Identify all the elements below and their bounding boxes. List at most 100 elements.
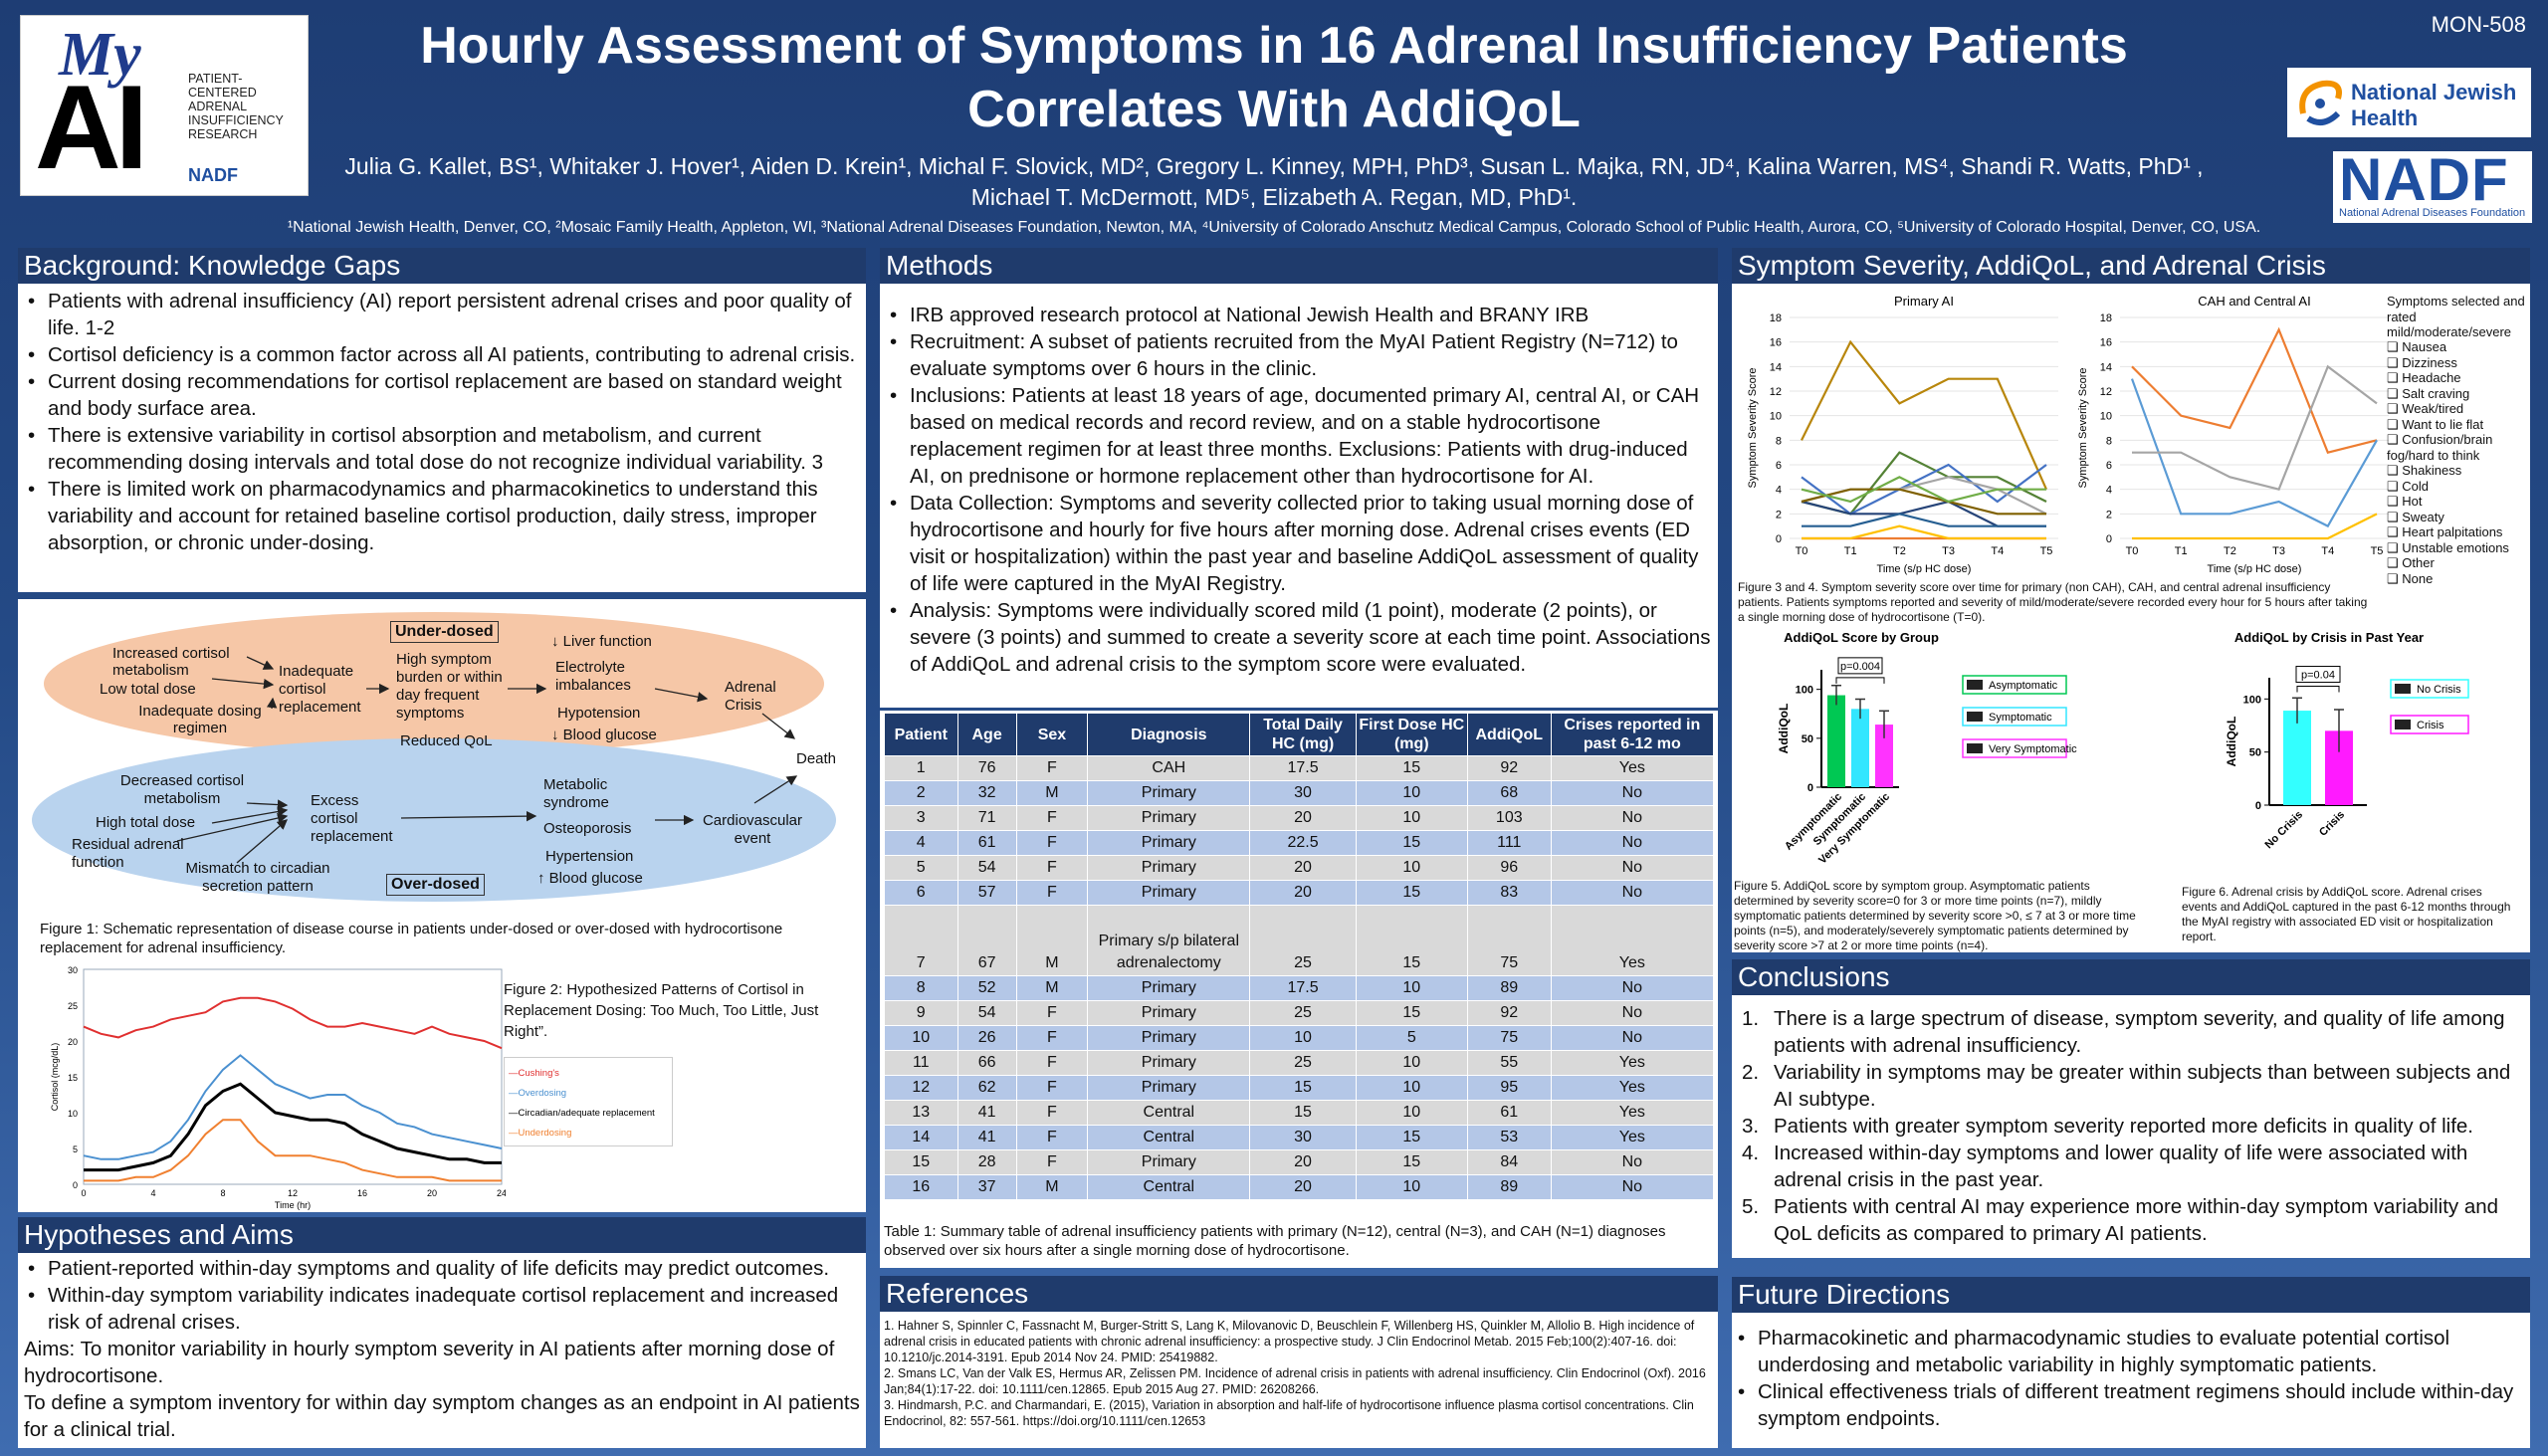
table-cell: 26 bbox=[956, 1025, 1017, 1051]
table-cell: 54 bbox=[956, 1000, 1017, 1026]
series-line bbox=[1801, 463, 2047, 516]
figures-panel: Under-dosed Over-dosed Increased cortiso… bbox=[18, 599, 866, 1212]
under-outcome-hypotension: Hypotension bbox=[557, 705, 641, 722]
y-tick-label: 18 bbox=[1770, 312, 1782, 324]
myai-logo-text-line: RESEARCH bbox=[188, 127, 258, 141]
y-tick-label: 14 bbox=[2100, 361, 2112, 373]
table-cell: 25 bbox=[1249, 1050, 1357, 1076]
table-cell: Yes bbox=[1550, 1125, 1715, 1150]
table-row: 5 54 F Primary 20 10 96 No bbox=[884, 855, 1715, 881]
table-header-cell: AddiQoL bbox=[1466, 713, 1552, 756]
table-cell: 7 bbox=[884, 905, 958, 976]
table-cell: Primary bbox=[1087, 1149, 1251, 1175]
future-bullet: Clinical effectiveness trials of differe… bbox=[1734, 1378, 2524, 1432]
njh-logo-line1: National Jewish bbox=[2351, 80, 2517, 104]
y-tick-label: 5 bbox=[73, 1144, 78, 1154]
y-tick-label: 0 bbox=[1807, 782, 1813, 794]
series-line bbox=[1801, 339, 2048, 491]
x-axis-label: Time (s/p HC dose) bbox=[1877, 563, 1972, 575]
cortisol-curve bbox=[84, 1082, 502, 1172]
x-tick-label: T3 bbox=[2272, 545, 2285, 557]
table-cell: No bbox=[1550, 880, 1715, 906]
x-tick-label: T2 bbox=[1893, 545, 1906, 557]
table-cell: 10 bbox=[1355, 780, 1468, 806]
table1-caption: Table 1: Summary table of adrenal insuff… bbox=[884, 1223, 1666, 1259]
table-cell: Primary s/p bilateral adrenalectomy bbox=[1087, 905, 1251, 976]
y-tick-label: 30 bbox=[68, 965, 78, 975]
p-value-box bbox=[1837, 657, 1883, 675]
references-panel: References 1. Hahner S, Spinnler C, Fass… bbox=[880, 1276, 1718, 1448]
figure2-legend-item: —Circadian/adequate replacement bbox=[509, 1108, 655, 1119]
reference-item: 3. Hindmarsh, P.C. and Charmandari, E. (… bbox=[884, 1398, 1694, 1428]
table-cell: F bbox=[1015, 1149, 1089, 1175]
bar bbox=[1851, 709, 1869, 787]
table-header-cell: Total Daily HC (mg) bbox=[1249, 713, 1357, 756]
table-cell: 12 bbox=[884, 1075, 958, 1101]
table-row: 11 66 F Primary 25 10 55 Yes bbox=[884, 1050, 1715, 1076]
legend-label: Symptomatic bbox=[1989, 712, 2052, 724]
figure2-legend-item: —Underdosing bbox=[509, 1128, 572, 1139]
y-tick-label: 100 bbox=[1796, 685, 1813, 697]
nadf-logo-text: NADF bbox=[2339, 146, 2509, 213]
table-cell: 10 bbox=[1355, 805, 1468, 831]
over-outcome-glucose: ↑ Blood glucose bbox=[537, 870, 643, 887]
table-cell: Primary bbox=[1087, 780, 1251, 806]
conclusion-text: There is a large spectrum of disease, sy… bbox=[1774, 1007, 2505, 1057]
symptom-legend-item: ❑ Cold bbox=[2387, 478, 2430, 494]
table-cell: No bbox=[1550, 1000, 1715, 1026]
p-value: p=0.04 bbox=[2301, 670, 2335, 682]
table-row: 4 61 F Primary 22.5 15 111 No bbox=[884, 830, 1715, 856]
x-tick-label: 0 bbox=[81, 1188, 86, 1198]
table-cell: 20 bbox=[1249, 1174, 1357, 1200]
table-cell: 83 bbox=[1466, 880, 1552, 906]
symptom-legend-item: ❑ Sweaty bbox=[2387, 509, 2444, 524]
overdosed-ellipse bbox=[32, 738, 836, 902]
table-row: 9 54 F Primary 25 15 92 No bbox=[884, 1000, 1715, 1026]
table-cell: Primary bbox=[1087, 975, 1251, 1001]
table-cell: 41 bbox=[956, 1100, 1017, 1126]
background-panel: Background: Knowledge Gaps Patients with… bbox=[18, 248, 866, 592]
conclusion-item: 2. Variability in symptoms may be greater… bbox=[1738, 1059, 2524, 1113]
table-cell: 11 bbox=[884, 1050, 958, 1076]
legend-swatch bbox=[1967, 712, 1983, 722]
table-row: 12 62 F Primary 15 10 95 Yes bbox=[884, 1075, 1715, 1101]
future-heading: Future Directions bbox=[1732, 1277, 2530, 1313]
symptom-legend-item: ❑ Unstable emotions bbox=[2387, 539, 2509, 555]
table-cell: 53 bbox=[1466, 1125, 1552, 1150]
hypothesis-bullet: Within-day symptom variability indicates… bbox=[24, 1282, 862, 1336]
x-tick-label: 12 bbox=[288, 1188, 298, 1198]
table-cell: 20 bbox=[1249, 855, 1357, 881]
x-tick-label: T3 bbox=[1942, 545, 1955, 557]
aims-2: To define a symptom inventory for within… bbox=[24, 1391, 860, 1441]
hypotheses-panel: Hypotheses and Aims Patient-reported wit… bbox=[18, 1217, 866, 1448]
table-cell: 15 bbox=[1355, 755, 1468, 781]
x-tick-label: T4 bbox=[1991, 545, 2004, 557]
table-cell: 52 bbox=[956, 975, 1017, 1001]
y-tick-label: 50 bbox=[2249, 747, 2261, 759]
legend-swatch bbox=[2395, 684, 2411, 694]
conclusion-item: 3. Patients with greater symptom severity… bbox=[1738, 1113, 2524, 1140]
symptom-legend-item: ❑ Confusion/brain fog/hard to think bbox=[2387, 432, 2493, 463]
symptom-legend-item: ❑ Dizziness bbox=[2387, 354, 2457, 370]
bar bbox=[1827, 695, 1845, 787]
table-cell: Primary bbox=[1087, 880, 1251, 906]
legend-box bbox=[1962, 707, 2067, 727]
methods-panel: Methods IRB approved research protocol a… bbox=[880, 248, 1718, 708]
table-cell: 111 bbox=[1466, 830, 1552, 856]
legend-label: Very Symptomatic bbox=[1989, 743, 2077, 755]
p-value-box bbox=[2295, 666, 2341, 684]
p-value: p=0.004 bbox=[1840, 661, 1880, 673]
table-cell: 20 bbox=[1249, 880, 1357, 906]
y-tick-label: 0 bbox=[1776, 533, 1782, 545]
table-cell: 13 bbox=[884, 1100, 958, 1126]
table-cell: Central bbox=[1087, 1174, 1251, 1200]
table-cell: Primary bbox=[1087, 1000, 1251, 1026]
overdosed-label: Over-dosed bbox=[386, 874, 485, 896]
y-tick-label: 50 bbox=[1802, 733, 1813, 745]
x-tick-label: 24 bbox=[497, 1188, 506, 1198]
y-axis-label: AddiQoL bbox=[1777, 704, 1791, 754]
over-cause-high-dose: High total dose bbox=[96, 814, 196, 831]
conclusions-list: 1. There is a large spectrum of disease, … bbox=[1738, 1005, 2524, 1247]
table-cell: 55 bbox=[1466, 1050, 1552, 1076]
y-tick-label: 10 bbox=[1770, 411, 1782, 423]
